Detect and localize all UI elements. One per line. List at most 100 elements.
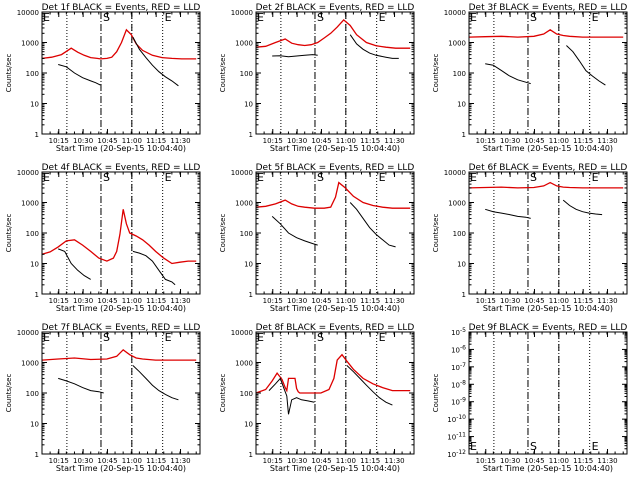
- x-tick-label: 11:00: [122, 137, 142, 145]
- y-tick-label: 1: [249, 451, 253, 459]
- x-tick-label: 11:00: [549, 137, 569, 145]
- y-tick-label: 100: [26, 70, 39, 78]
- time-marker-e: E: [257, 171, 264, 184]
- plot-frame: [41, 331, 201, 455]
- chart-title: Det 1f BLACK = Events, RED = LLD: [42, 3, 201, 13]
- events-series-line: [58, 377, 104, 394]
- y-axis-label: Counts/sec: [219, 214, 227, 253]
- chart-panel-9: 10-12 10-11 10-10 10-9 10-8 10-7 10-6 10-5 10:15…: [432, 323, 628, 473]
- x-tick-label: 10:30: [500, 137, 520, 145]
- events-series-line: [58, 248, 91, 280]
- x-tick-label: 10:15: [49, 297, 69, 305]
- x-tick-label: 11:30: [384, 297, 404, 305]
- x-tick-label: 10:45: [97, 137, 117, 145]
- x-tick-label: 10:15: [476, 457, 496, 465]
- chart-panel-3: 1 10 100 1000 10000 10:15 10:30 10:45 11:00 11:15…: [432, 3, 628, 153]
- chart-title: Det 5f BLACK = Events, RED = LLD: [256, 163, 415, 173]
- x-axis-label: Start Time (20-Sep-15 10:04:40): [270, 304, 400, 313]
- x-tick-label: 10:45: [311, 457, 331, 465]
- lld-series-line: [41, 209, 197, 265]
- events-series-line: [349, 202, 396, 248]
- y-tick-label: 100: [453, 230, 466, 238]
- x-tick-label: 11:30: [170, 137, 190, 145]
- time-marker-e: E: [470, 11, 477, 24]
- x-axis-label: Start Time (20-Sep-15 10:04:40): [56, 464, 186, 473]
- time-marker-e: E: [43, 171, 50, 184]
- y-axis-label: Counts/sec: [219, 374, 227, 413]
- x-tick-label: 10:45: [524, 297, 544, 305]
- x-tick-label: 10:30: [73, 297, 93, 305]
- chart-panel-4: 1 10 100 1000 10000 10:15 10:30 10:45 11:00 11:15…: [5, 163, 201, 313]
- chart-title: Det 6f BLACK = Events, RED = LLD: [469, 163, 628, 173]
- plot-frame: [41, 171, 201, 295]
- x-tick-label: 10:30: [287, 297, 307, 305]
- x-tick-label: 10:45: [97, 457, 117, 465]
- time-marker-e: E: [592, 171, 599, 184]
- x-axis-label: Start Time (20-Sep-15 10:04:40): [270, 464, 400, 473]
- x-tick-label: 10:15: [476, 297, 496, 305]
- y-axis-label: Counts/sec: [432, 214, 440, 253]
- time-marker-e: E: [470, 440, 477, 453]
- y-tick-label: 1: [35, 291, 39, 299]
- x-tick-label: 10:30: [500, 457, 520, 465]
- y-tick-label: 1: [462, 291, 466, 299]
- x-tick-label: 11:00: [336, 137, 356, 145]
- y-tick-label: 1000: [21, 360, 39, 368]
- y-axis-label: Counts/sec: [5, 214, 13, 253]
- y-tick-label: 100: [26, 230, 39, 238]
- y-tick-label: 10000: [17, 169, 39, 177]
- time-marker-s: S: [317, 331, 324, 344]
- y-tick-label: 1: [35, 131, 39, 139]
- chart-title: Det 8f BLACK = Events, RED = LLD: [256, 323, 415, 333]
- x-tick-label: 10:45: [97, 297, 117, 305]
- lld-series-line: [255, 18, 411, 49]
- y-tick-label: 10000: [231, 9, 253, 17]
- x-tick-label: 10:45: [311, 137, 331, 145]
- y-tick-label: 10-9: [451, 397, 466, 407]
- y-tick-label: 10-8: [451, 379, 466, 389]
- y-tick-label: 10: [457, 261, 466, 269]
- y-tick-label: 10: [30, 421, 39, 429]
- plot-frame: [255, 331, 415, 455]
- time-marker-s: S: [530, 171, 537, 184]
- time-marker-s: S: [530, 11, 537, 24]
- x-axis-label: Start Time (20-Sep-15 10:04:40): [56, 144, 186, 153]
- x-tick-label: 10:30: [287, 457, 307, 465]
- events-series-line: [566, 45, 606, 86]
- x-tick-label: 11:30: [170, 457, 190, 465]
- y-tick-label: 10: [457, 101, 466, 109]
- time-marker-s: S: [317, 171, 324, 184]
- x-tick-label: 10:45: [524, 137, 544, 145]
- y-tick-label: 100: [240, 230, 253, 238]
- events-series-line: [349, 34, 399, 59]
- chart-panel-1: 1 10 100 1000 10000 10:15 10:30 10:45 11:00 11:15…: [5, 3, 201, 153]
- x-tick-label: 10:15: [476, 137, 496, 145]
- y-tick-label: 10: [30, 261, 39, 269]
- y-tick-label: 1000: [21, 200, 39, 208]
- x-tick-label: 11:00: [122, 297, 142, 305]
- y-tick-label: 1: [462, 131, 466, 139]
- time-marker-e: E: [379, 171, 386, 184]
- y-tick-label: 1000: [448, 200, 466, 208]
- events-series-line: [271, 216, 318, 246]
- x-tick-label: 10:15: [49, 137, 69, 145]
- x-tick-label: 11:15: [146, 137, 166, 145]
- chart-title: Det 9f BLACK = Events, RED = LLD: [469, 323, 628, 333]
- time-marker-e: E: [43, 11, 50, 24]
- y-tick-label: 10: [30, 101, 39, 109]
- y-tick-label: 10: [244, 421, 253, 429]
- x-tick-label: 11:15: [573, 137, 593, 145]
- time-marker-e: E: [592, 440, 599, 453]
- time-marker-e: E: [592, 11, 599, 24]
- y-tick-label: 10000: [444, 169, 466, 177]
- x-tick-label: 11:30: [384, 457, 404, 465]
- plot-frame: [41, 11, 201, 135]
- x-tick-label: 11:00: [336, 297, 356, 305]
- y-tick-label: 10-7: [451, 362, 466, 372]
- time-marker-e: E: [379, 11, 386, 24]
- x-axis-label: Start Time (20-Sep-15 10:04:40): [483, 464, 613, 473]
- x-tick-label: 11:15: [573, 297, 593, 305]
- lld-series-line: [468, 29, 624, 38]
- x-tick-label: 11:30: [597, 457, 617, 465]
